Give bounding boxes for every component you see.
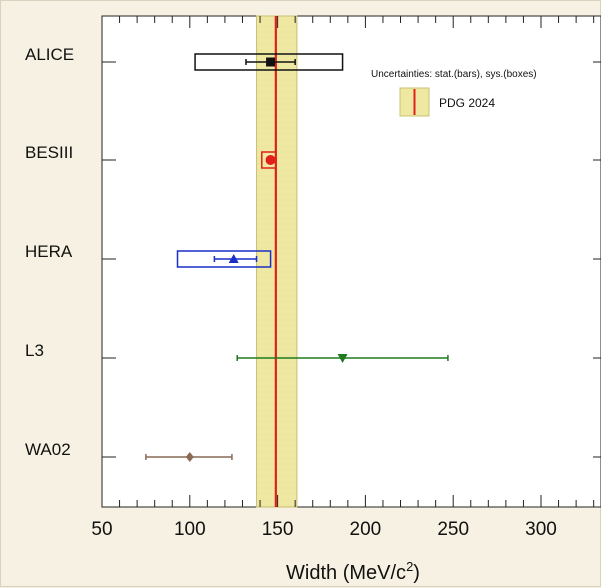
experiment-label: ALICE [25, 45, 74, 64]
data-point [337, 354, 348, 363]
x-tick-label: 50 [91, 519, 112, 540]
x-tick-label: 100 [174, 519, 206, 540]
data-point [185, 452, 194, 462]
data-point [228, 254, 239, 263]
experiment-label: WA02 [25, 440, 71, 459]
x-tick-label: 200 [350, 519, 382, 540]
data-point [266, 57, 276, 67]
sys-box [176, 250, 272, 268]
plot-area [101, 15, 601, 508]
experiment-label: BESIII [25, 143, 73, 162]
sys-box [261, 151, 277, 169]
uncertainty-note: Uncertainties: stat.(bars), sys.(boxes) [371, 69, 537, 80]
x-tick-label: 300 [525, 519, 557, 540]
x-tick-label: 150 [262, 519, 294, 540]
x-axis-label: Width (MeV/c2) [286, 559, 420, 584]
sys-box [194, 53, 344, 71]
x-tick-label: 250 [437, 519, 469, 540]
experiment-label: HERA [25, 242, 73, 261]
experiment-label: L3 [25, 341, 44, 360]
legend-label: PDG 2024 [439, 96, 495, 110]
data-point [265, 155, 276, 165]
